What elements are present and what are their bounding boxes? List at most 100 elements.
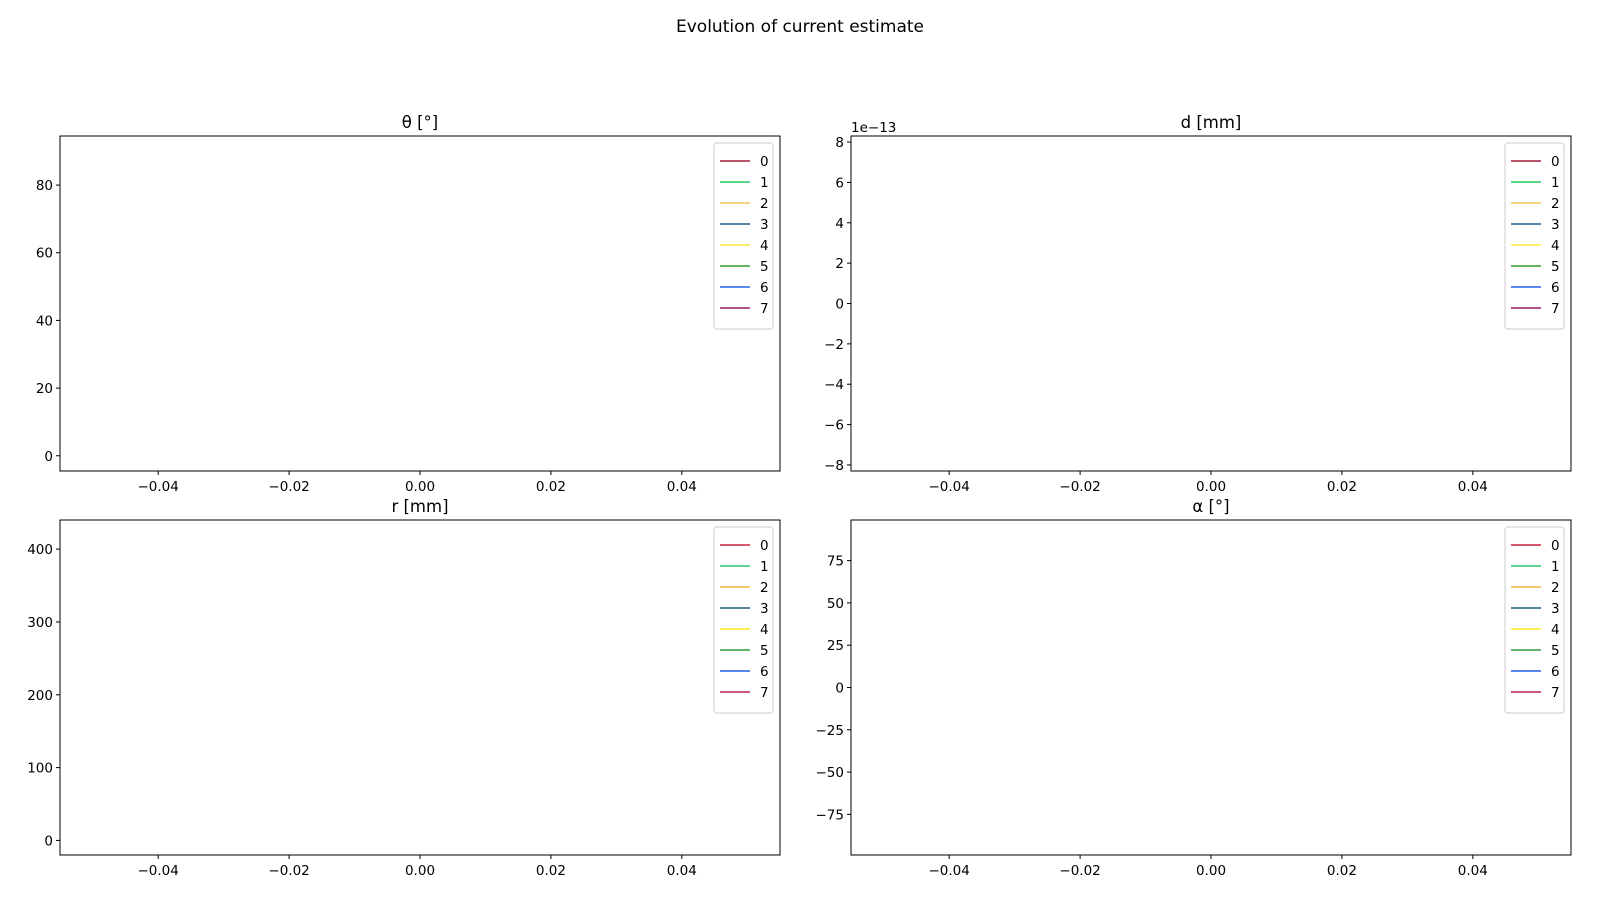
legend: 0 1 2 3 4 5 6 7 — [713, 526, 774, 714]
x-tick-label: −0.04 — [137, 479, 178, 495]
legend-label: 6 — [760, 280, 769, 296]
y-tick-label: 300 — [27, 615, 53, 631]
legend-label: 3 — [760, 601, 769, 617]
legend-label: 7 — [1551, 685, 1560, 701]
x-tick-label: −0.02 — [1059, 863, 1100, 879]
x-tick-label: 0.02 — [536, 863, 566, 879]
y-tick-label: 0 — [835, 681, 844, 697]
legend-label: 3 — [760, 217, 769, 233]
legend-item: 2 — [1511, 196, 1560, 212]
legend-label: 6 — [1551, 280, 1560, 296]
legend-label: 5 — [760, 643, 769, 659]
legend-label: 2 — [1551, 580, 1560, 596]
x-tick-label: −0.02 — [268, 479, 309, 495]
legend-item: 5 — [1511, 643, 1560, 659]
legend-item: 4 — [1511, 238, 1560, 254]
legend-item: 7 — [1511, 685, 1560, 701]
legend-label: 2 — [1551, 196, 1560, 212]
legend-item: 3 — [1511, 601, 1560, 617]
y-tick-label: −2 — [824, 337, 844, 353]
y-tick-label: −50 — [816, 765, 845, 781]
y-tick-label: 6 — [835, 175, 844, 191]
legend-label: 4 — [1551, 622, 1560, 638]
legend-item: 1 — [1511, 559, 1560, 575]
legend-label: 6 — [1551, 664, 1560, 680]
x-tick-label: 0.00 — [1196, 863, 1226, 879]
y-tick-label: 25 — [827, 638, 844, 654]
legend-label: 2 — [760, 196, 769, 212]
legend-item: 0 — [1511, 154, 1560, 170]
legend-frame — [713, 142, 774, 330]
y-tick-label: 60 — [36, 246, 53, 262]
x-tick-label: 0.02 — [1327, 479, 1357, 495]
legend-frame — [1504, 142, 1565, 330]
subplot-alpha: α [°] −0.04 −0.02 0.00 0.02 0.04−75−50−25025… — [816, 497, 1572, 879]
y-tick-label: 400 — [27, 542, 53, 558]
legend-item: 0 — [1511, 538, 1560, 554]
legend-item: 1 — [1511, 175, 1560, 191]
y-tick-label: 2 — [835, 256, 844, 272]
legend-label: 1 — [760, 175, 769, 191]
legend-label: 5 — [760, 259, 769, 275]
y-tick-label: −8 — [824, 458, 844, 474]
x-tick-label: −0.02 — [268, 863, 309, 879]
y-tick-label: 80 — [36, 178, 53, 194]
legend-label: 7 — [760, 301, 769, 317]
subplot-r: r [mm] −0.04 −0.02 0.00 0.02 0.04 0 100 200 300 4… — [27, 497, 781, 879]
legend-label: 1 — [760, 559, 769, 575]
legend-item: 3 — [720, 601, 769, 617]
legend-label: 0 — [1551, 154, 1560, 170]
legend-label: 3 — [1551, 601, 1560, 617]
legend-item: 6 — [1511, 280, 1560, 296]
y-tick-label: 40 — [36, 313, 53, 329]
legend-item: 2 — [1511, 580, 1560, 596]
legend-item: 6 — [720, 664, 769, 680]
x-tick-label: 0.00 — [405, 863, 435, 879]
legend-item: 7 — [1511, 301, 1560, 317]
subplot-title: r [mm] — [391, 497, 448, 516]
x-tick-label: −0.04 — [928, 479, 969, 495]
legend-item: 5 — [720, 259, 769, 275]
y-tick-label: 75 — [827, 554, 844, 570]
legend-item: 3 — [720, 217, 769, 233]
legend-label: 5 — [1551, 259, 1560, 275]
y-tick-label: 0 — [835, 297, 844, 313]
subplot-d: d [mm] 1e−13 −0.04 −0.02 0.00 0.02 0.04 −8 −6 −… — [824, 113, 1572, 495]
y-tick-label: 4 — [835, 216, 844, 232]
legend-item: 4 — [1511, 622, 1560, 638]
legend-label: 1 — [1551, 559, 1560, 575]
x-tick-label: 0.02 — [1327, 863, 1357, 879]
legend-item: 2 — [720, 580, 769, 596]
legend-item: 4 — [720, 238, 769, 254]
legend-item: 4 — [720, 622, 769, 638]
x-tick-label: 0.04 — [667, 479, 697, 495]
legend-label: 7 — [760, 685, 769, 701]
legend-frame — [1504, 526, 1565, 714]
y-tick-label: 100 — [27, 761, 53, 777]
legend: 0 1 2 3 4 5 6 7 — [1504, 142, 1565, 330]
legend-label: 4 — [760, 238, 769, 254]
y-tick-label: −4 — [824, 377, 844, 393]
legend-item: 5 — [1511, 259, 1560, 275]
subplot-title: θ [°] — [402, 113, 438, 132]
legend-item: 1 — [720, 559, 769, 575]
y-tick-label: 8 — [835, 135, 844, 151]
x-tick-label: 0.00 — [405, 479, 435, 495]
y-tick-label: 200 — [27, 688, 53, 704]
legend: 0 1 2 3 4 5 6 7 — [713, 142, 774, 330]
subplot-theta: θ [°] −0.04 −0.02 0.00 0.02 0.04 0 20 40 60 80 0 1 2… — [36, 113, 781, 495]
legend-item: 2 — [720, 196, 769, 212]
x-tick-label: 0.02 — [536, 479, 566, 495]
legend-item: 0 — [720, 538, 769, 554]
y-tick-label: 50 — [827, 596, 844, 612]
legend-label: 3 — [1551, 217, 1560, 233]
legend-label: 0 — [1551, 538, 1560, 554]
legend-label: 2 — [760, 580, 769, 596]
legend-item: 5 — [720, 643, 769, 659]
legend-item: 3 — [1511, 217, 1560, 233]
legend-label: 4 — [1551, 238, 1560, 254]
legend-label: 0 — [760, 538, 769, 554]
y-tick-label: 0 — [44, 449, 53, 465]
